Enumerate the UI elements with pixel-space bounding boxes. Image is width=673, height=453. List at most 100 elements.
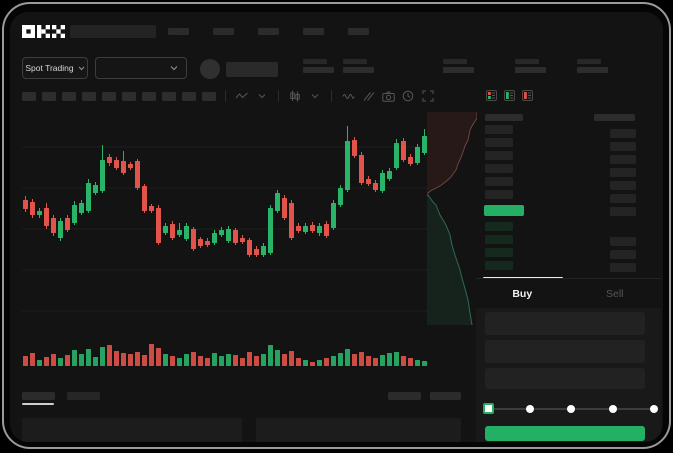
chevron-down-icon [78, 66, 85, 71]
slider-stop[interactable] [608, 405, 617, 413]
timeframe-button-placeholder[interactable] [22, 91, 36, 101]
orderbook-row[interactable] [485, 222, 513, 231]
stat-value-placeholder [515, 67, 546, 73]
nav-item-placeholder[interactable] [258, 28, 279, 35]
ticker-stat [515, 59, 546, 73]
stat-value-placeholder [443, 67, 474, 73]
slider-handle[interactable] [482, 403, 494, 414]
ticker-stat [303, 59, 334, 73]
orderbook-amounts-upper [610, 129, 636, 216]
stat-label-placeholder [343, 59, 367, 64]
timeframe-button-placeholder[interactable] [42, 91, 56, 101]
nav-item-placeholder[interactable] [168, 28, 189, 35]
timeframe-button-placeholder[interactable] [122, 91, 136, 101]
orderbook-row[interactable] [610, 142, 636, 151]
slider-stop[interactable] [525, 405, 534, 413]
search-bar-placeholder[interactable] [70, 25, 156, 38]
orderbook-last-price[interactable] [484, 205, 524, 216]
orderbook-ask-prices [485, 125, 513, 199]
stat-label-placeholder [515, 59, 539, 64]
coin-avatar[interactable] [200, 59, 220, 79]
bottom-panel-left [22, 418, 242, 442]
stat-value-placeholder [577, 67, 608, 73]
stat-label-placeholder [577, 59, 601, 64]
orderbook-row[interactable] [485, 151, 513, 160]
market-mode-label: Spot Trading [25, 63, 74, 73]
timeframe-button-placeholder[interactable] [102, 91, 116, 101]
timeframe-button-placeholder[interactable] [62, 91, 76, 101]
bottom-panel-right [256, 418, 461, 442]
pair-dropdown[interactable] [95, 57, 187, 79]
chevron-down-icon[interactable] [255, 90, 269, 103]
okx-logo[interactable] [22, 25, 65, 43]
okx-app-window: Spot Trading Bu [10, 12, 663, 442]
nav-item-placeholder[interactable] [213, 28, 234, 35]
orderbook-row[interactable] [485, 164, 513, 173]
nav-item-placeholder[interactable] [348, 28, 369, 35]
stat-label-placeholder [303, 59, 327, 64]
orderbook-row[interactable] [485, 190, 513, 199]
orderbook-row[interactable] [610, 168, 636, 177]
timeframe-button-placeholder[interactable] [202, 91, 216, 101]
camera-icon[interactable] [381, 90, 395, 103]
stat-value-placeholder [343, 67, 374, 73]
book-combined-icon[interactable] [486, 90, 497, 101]
orderbook-row[interactable] [610, 237, 636, 246]
book-bids-icon[interactable] [504, 90, 515, 101]
trade-side-tabs: Buy Sell [476, 278, 661, 308]
orderbook-amount-header-placeholder [594, 114, 635, 121]
bottom-tab-open-orders[interactable] [22, 392, 55, 400]
candles-icon[interactable] [288, 90, 302, 103]
orderbook-row[interactable] [485, 248, 513, 257]
candlestick-chart [22, 126, 428, 312]
timeframe-button-placeholder[interactable] [82, 91, 96, 101]
tab-sell[interactable]: Sell [569, 279, 662, 308]
wave-icon[interactable] [341, 90, 355, 103]
ticker-stat [343, 59, 374, 73]
chevron-down-icon[interactable] [308, 90, 322, 103]
bottom-right-link-2[interactable] [430, 392, 461, 400]
stat-value-placeholder [303, 67, 334, 73]
slider-stop[interactable] [567, 405, 575, 413]
nav-item-placeholder[interactable] [303, 28, 324, 35]
orderbook-row[interactable] [485, 235, 513, 244]
clock-icon[interactable] [401, 90, 415, 103]
buy-submit-button[interactable] [485, 426, 645, 441]
book-asks-icon[interactable] [522, 90, 533, 101]
orderbook-row[interactable] [610, 250, 636, 259]
parallel-lines-icon[interactable] [361, 90, 375, 103]
price-input-placeholder[interactable] [485, 312, 645, 335]
bottom-tab-order-history[interactable] [67, 392, 100, 400]
top-nav-items [168, 28, 369, 35]
tab-sell-label: Sell [605, 287, 624, 300]
market-mode-selector[interactable]: Spot Trading [22, 57, 88, 79]
orderbook-row[interactable] [485, 138, 513, 147]
orderbook-row[interactable] [485, 177, 513, 186]
tab-buy[interactable]: Buy [476, 279, 569, 308]
timeframe-button-placeholder[interactable] [142, 91, 156, 101]
orderbook-row[interactable] [485, 125, 513, 134]
ticker-stat [577, 59, 608, 73]
orderbook-view-toggles [486, 90, 533, 101]
bottom-active-tab-indicator [22, 403, 54, 405]
orderbook-row[interactable] [610, 194, 636, 203]
orderbook-amounts-lower [610, 237, 636, 272]
bottom-right-link-1[interactable] [388, 392, 421, 400]
orderbook-row[interactable] [610, 207, 636, 216]
orderbook-row[interactable] [610, 129, 636, 138]
orderbook-row[interactable] [610, 155, 636, 164]
total-input-placeholder[interactable] [485, 368, 645, 389]
amount-input-placeholder[interactable] [485, 340, 645, 363]
chevron-down-icon [170, 65, 178, 71]
expand-icon[interactable] [421, 90, 435, 103]
zigzag-icon[interactable] [235, 90, 249, 103]
timeframe-button-placeholder[interactable] [182, 91, 196, 101]
orderbook-price-header-placeholder [485, 114, 523, 121]
stat-label-placeholder [443, 59, 467, 64]
slider-stop[interactable] [650, 405, 658, 413]
orderbook-row[interactable] [610, 263, 636, 272]
orderbook-row[interactable] [485, 261, 513, 270]
timeframe-button-placeholder[interactable] [162, 91, 176, 101]
orderbook-row[interactable] [610, 181, 636, 190]
